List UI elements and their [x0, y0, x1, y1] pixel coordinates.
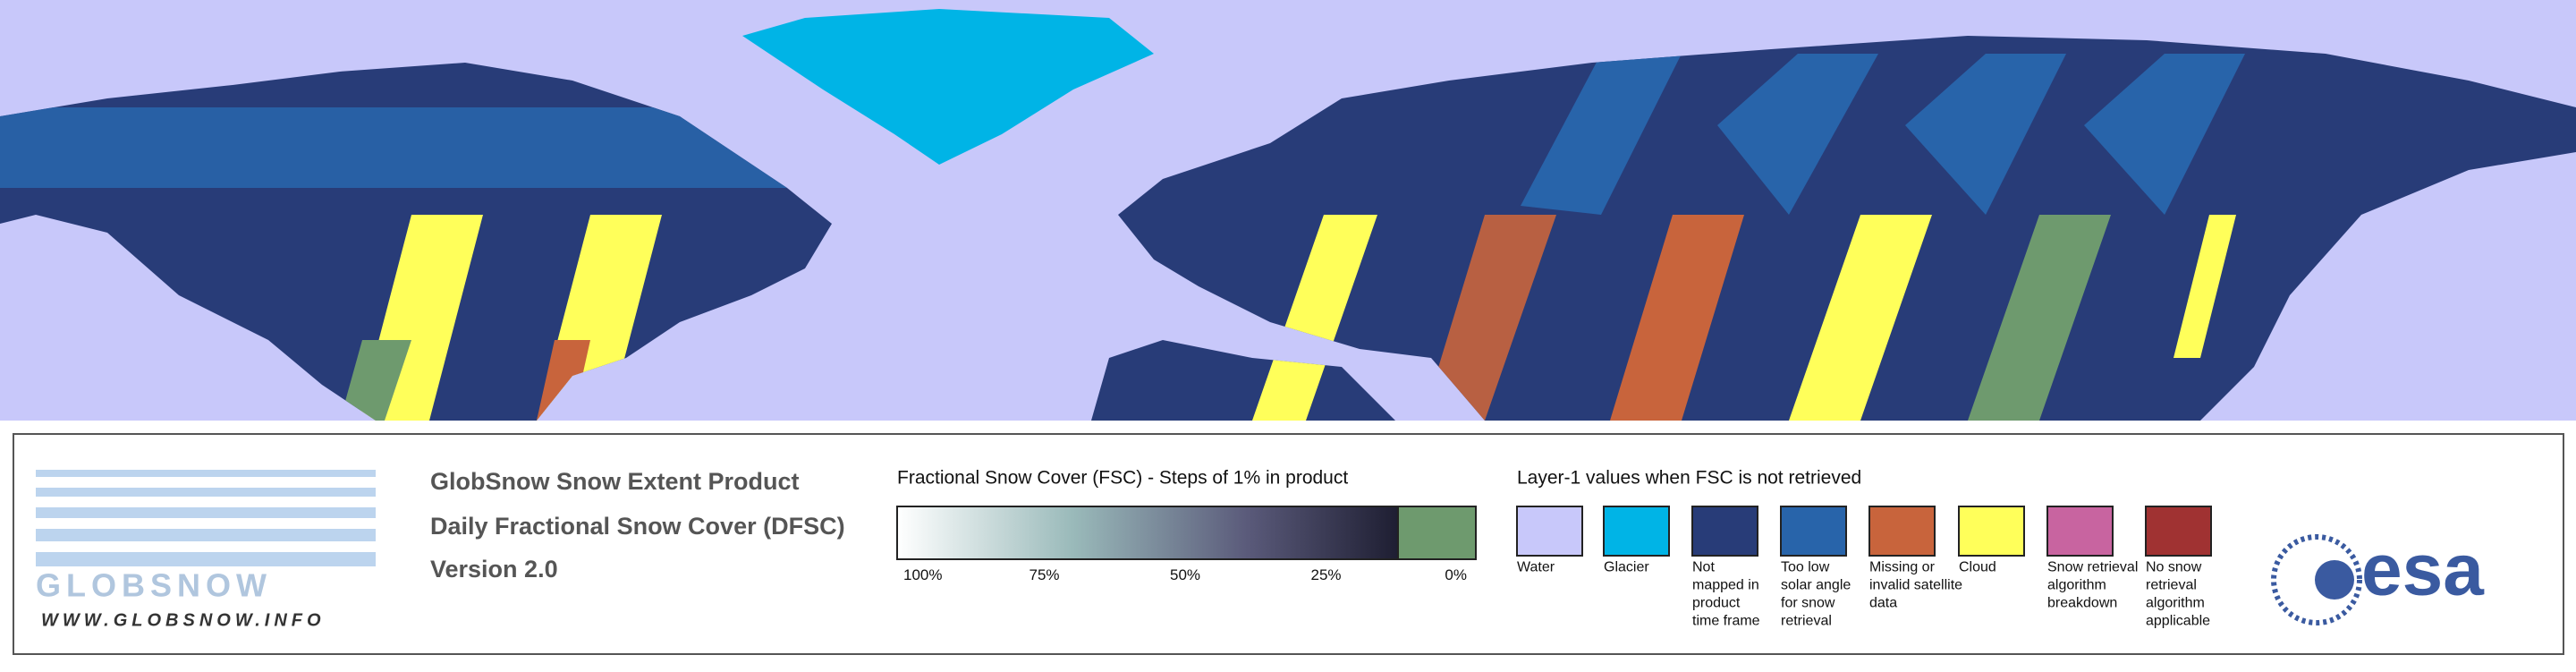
esa-logo: esa	[2271, 529, 2485, 625]
legend-label: product	[1692, 595, 1741, 610]
legend-swatch	[1958, 506, 2025, 557]
legend-label: mapped in	[1692, 577, 1759, 592]
legend-swatch	[1691, 506, 1758, 557]
legend-label: Glacier	[1604, 559, 1649, 574]
legend-label: Missing or	[1869, 559, 1936, 574]
legend-swatch	[1603, 506, 1670, 557]
legend-label: time frame	[1692, 613, 1760, 628]
product-version: Version 2.0	[430, 556, 558, 583]
fsc-colorbar	[896, 506, 1399, 560]
legend-label: breakdown	[2047, 595, 2117, 610]
legend-label: for snow	[1781, 595, 1835, 610]
legend-label: Water	[1517, 559, 1555, 574]
layer-title: Layer-1 values when FSC is not retrieved	[1517, 467, 1861, 488]
fsc-labels: 100% 75% 50% 25% 0%	[903, 566, 1467, 583]
layer-items: Water Glacier Not mapped in product time fram…	[1516, 506, 2212, 628]
fsc-label: 100%	[903, 566, 942, 583]
esa-text: esa	[2361, 529, 2485, 610]
globsnow-logo: GLOBSNOW WWW.GLOBSNOW.INFO	[36, 470, 376, 631]
legend-label: Not	[1692, 559, 1715, 574]
legend-swatch	[1780, 506, 1847, 557]
legend-label: retrieval	[2146, 577, 2197, 592]
legend-label: Too low	[1781, 559, 1830, 574]
fsc-label: 50%	[1170, 566, 1200, 583]
greenland	[742, 9, 1154, 165]
legend-label: applicable	[2146, 613, 2210, 628]
legend-swatch	[1868, 506, 1936, 557]
fsc-label: 0%	[1445, 566, 1467, 583]
logo-name: GLOBSNOW	[36, 566, 272, 603]
legend-label: Snow retrieval	[2047, 559, 2138, 574]
logo-url: WWW.GLOBSNOW.INFO	[41, 611, 326, 631]
fsc-label: 75%	[1029, 566, 1059, 583]
legend-label: invalid satellite	[1869, 577, 1962, 592]
legend-label: No snow	[2146, 559, 2202, 574]
legend-label: solar angle	[1781, 577, 1851, 592]
product-title: GlobSnow Snow Extent Product	[430, 468, 800, 495]
legend-swatch	[1516, 506, 1583, 557]
legend-label: Cloud	[1959, 559, 1996, 574]
legend-swatch	[2145, 506, 2212, 557]
product-subtitle: Daily Fractional Snow Cover (DFSC)	[430, 513, 845, 540]
legend-label: data	[1869, 595, 1897, 610]
legend-label: algorithm	[2047, 577, 2106, 592]
fsc-zero	[1397, 506, 1477, 560]
legend-label: retrieval	[1781, 613, 1832, 628]
legend-swatch	[2046, 506, 2114, 557]
fsc-title: Fractional Snow Cover (FSC) - Steps of 1…	[897, 467, 1348, 488]
fsc-label: 25%	[1310, 566, 1341, 583]
map	[0, 0, 2576, 421]
legend-label: algorithm	[2146, 595, 2205, 610]
